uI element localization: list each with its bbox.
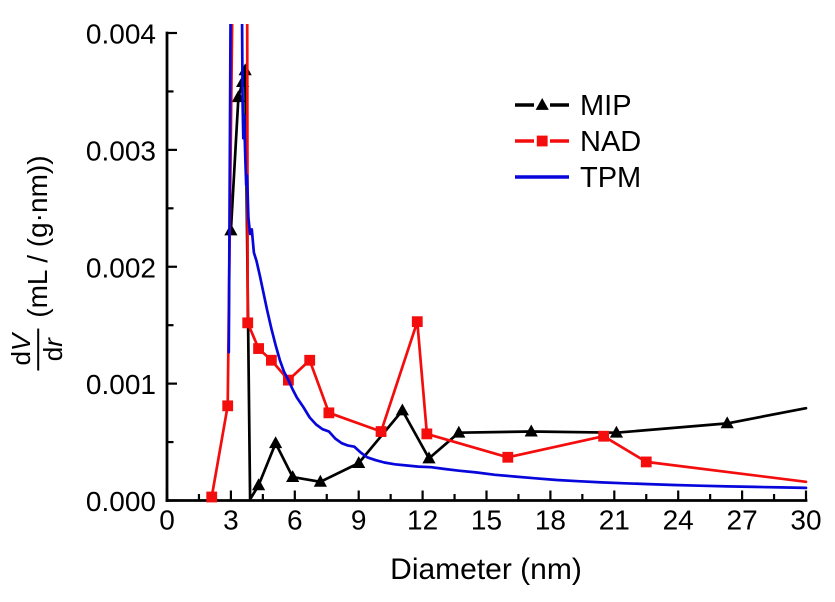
series-nad-marker: [242, 317, 254, 329]
y-axis-label: dV dr (mL / (g·nm)): [6, 155, 69, 371]
legend-item-nad: NAD: [515, 126, 641, 158]
y-tick-label: 0.000: [86, 486, 156, 517]
legend-item-tpm: TPM: [515, 162, 641, 194]
x-tick-label: 3: [223, 505, 239, 536]
series-mip: [224, 63, 808, 501]
denominator-d: d: [38, 346, 69, 362]
x-tick-label: 12: [407, 505, 438, 536]
y-tick-label: 0.003: [86, 135, 156, 166]
series-mip-marker: [313, 474, 327, 487]
x-tick-label: 21: [599, 505, 630, 536]
series-nad-marker: [206, 491, 218, 503]
x-tick-label: 15: [471, 505, 502, 536]
denominator-variable: r: [38, 338, 69, 347]
series-mip-marker: [251, 478, 266, 491]
series-mip-marker: [269, 436, 283, 449]
series-nad: [206, 24, 808, 503]
y-axis-units: (mL / (g·nm)): [22, 155, 53, 318]
y-axis-fraction-denominator: dr: [38, 329, 69, 371]
series-mip-marker: [609, 425, 624, 438]
series-mip-marker: [238, 63, 252, 76]
series-nad-marker: [421, 428, 433, 440]
series-nad-marker: [265, 354, 277, 366]
y-tick-label: 0.001: [86, 369, 156, 400]
y-tick-label: 0.004: [86, 19, 156, 50]
series-nad-marker: [375, 426, 387, 437]
series-nad-marker: [640, 456, 652, 468]
series-mip-line: [229, 69, 808, 501]
y-tick-label: 0.002: [86, 252, 156, 283]
x-tick-label: 30: [790, 505, 821, 536]
series-nad-marker: [304, 354, 316, 366]
legend-label: MIP: [580, 90, 632, 122]
series-nad-marker: [222, 400, 234, 412]
x-tick-label: 0: [159, 505, 175, 536]
y-axis-fraction: dV dr: [6, 328, 69, 371]
legend-item-mip: MIP: [515, 90, 632, 122]
series-tpm-line: [227, 24, 808, 490]
series-nad-marker: [502, 451, 514, 463]
series-nad-marker: [323, 407, 335, 419]
series-tpm: [227, 24, 808, 490]
series-nad-line: [210, 24, 808, 499]
series-mip-marker: [422, 451, 436, 464]
series-nad-marker: [598, 430, 610, 442]
x-tick-label: 24: [663, 505, 694, 536]
series-mip-marker: [395, 403, 409, 416]
legend: MIP NAD TPM: [515, 90, 641, 194]
series-mip-marker: [720, 416, 734, 429]
series-mip-marker: [524, 424, 538, 437]
series-nad-marker: [411, 316, 423, 328]
x-tick-label: 27: [727, 505, 758, 536]
y-axis-fraction-numerator: dV: [6, 328, 40, 371]
series-mip-marker: [352, 456, 366, 468]
legend-square-marker: [536, 135, 548, 147]
legend-label: NAD: [580, 126, 641, 158]
numerator-d: d: [6, 351, 37, 366]
legend-label: TPM: [580, 162, 641, 194]
series-nad-marker: [253, 343, 264, 354]
legend-triangle-marker: [535, 98, 549, 110]
x-axis-label: Diameter (nm): [390, 553, 582, 586]
x-tick-label: 9: [351, 505, 367, 536]
numerator-variable: V: [6, 333, 37, 352]
x-tick-label: 6: [287, 505, 303, 536]
series-mip-marker: [286, 470, 300, 483]
series-mip-marker: [452, 425, 466, 438]
x-tick-label: 18: [535, 505, 566, 536]
